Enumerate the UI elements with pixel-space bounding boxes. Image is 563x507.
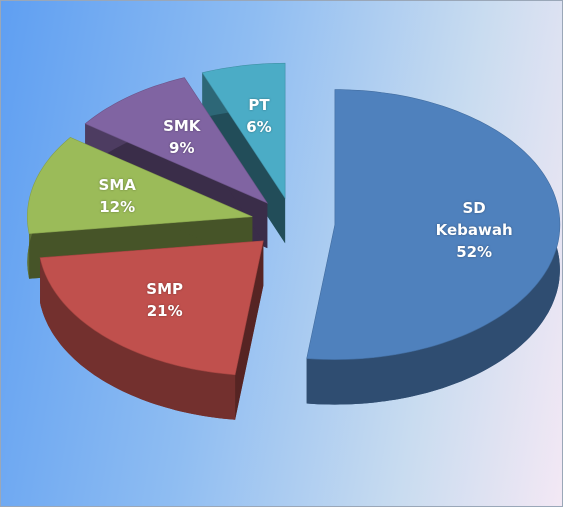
value-label: 21% [146, 302, 183, 320]
value-label: 9% [169, 138, 195, 157]
category-label: PT [248, 96, 270, 115]
slice [306, 89, 561, 360]
slice-label: SMA 12% [72, 174, 162, 218]
value-label: 52% [456, 242, 493, 261]
slice-label: SMK 9% [137, 115, 227, 159]
slice [201, 62, 286, 200]
value-label: 12% [99, 197, 136, 216]
slice [84, 77, 269, 204]
slice [39, 240, 264, 376]
value-label: 6% [246, 118, 272, 137]
slice-label: PT 6% [214, 94, 304, 138]
slice [26, 137, 253, 235]
slice-label: SD Kebawah 52% [429, 197, 519, 263]
category-label: SMA [98, 175, 136, 194]
slice-label: SMP 21% [120, 278, 210, 322]
category-label: SMK [163, 116, 201, 135]
category-label: SD Kebawah [435, 198, 513, 239]
slice-side [40, 257, 236, 420]
category-label: SMP [146, 280, 184, 298]
